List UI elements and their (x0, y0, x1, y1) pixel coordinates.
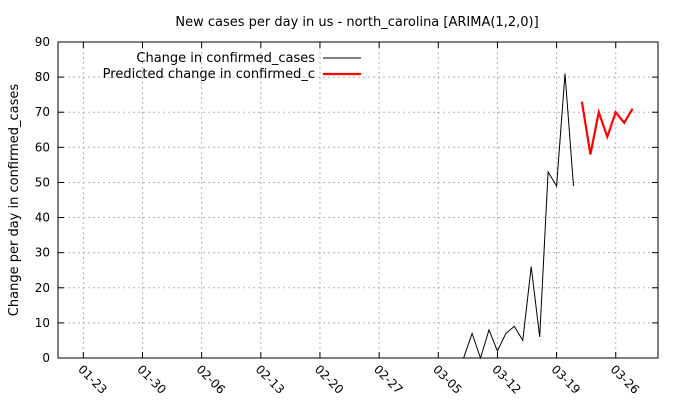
y-axis-label: Change per day in confirmed_cases (7, 84, 22, 317)
x-tick-label: 02-13 (253, 362, 288, 397)
actual-cases-line (455, 73, 574, 360)
y-tick-label: 20 (35, 281, 50, 295)
y-tick-label: 0 (42, 351, 50, 365)
y-tick-label: 30 (35, 246, 50, 260)
y-tick-label: 10 (35, 316, 50, 330)
y-tick-label: 80 (35, 70, 50, 84)
chart-title: New cases per day in us - north_carolina… (175, 15, 538, 30)
y-tick-label: 90 (35, 35, 50, 49)
x-tick-label: 03-26 (608, 362, 643, 397)
grid-lines (58, 42, 658, 358)
predicted-cases-line (580, 101, 634, 155)
x-tick-label: 01-23 (75, 362, 110, 397)
x-tick-label: 03-12 (489, 362, 524, 397)
tick-labels: 0 10 20 30 40 50 60 70 80 90 01-23 01-30 02-06 02-13 0… (35, 35, 642, 397)
y-tick-label: 60 (35, 140, 50, 154)
x-tick-label: 03-19 (548, 362, 583, 397)
y-tick-label: 50 (35, 175, 50, 189)
x-tick-label: 01-30 (134, 362, 169, 397)
series-lines (455, 73, 634, 360)
x-tick-label: 02-27 (371, 362, 406, 397)
plot-frame (57, 41, 659, 359)
x-tick-label: 02-06 (194, 362, 229, 397)
y-tick-label: 70 (35, 105, 50, 119)
legend-label: Change in confirmed_cases (136, 51, 315, 66)
x-tick-label: 03-05 (430, 362, 465, 397)
x-tick-label: 02-20 (312, 362, 347, 397)
axes (57, 41, 659, 359)
y-tick-label: 40 (35, 211, 50, 225)
legend-label: Predicted change in confirmed_c (103, 67, 315, 82)
